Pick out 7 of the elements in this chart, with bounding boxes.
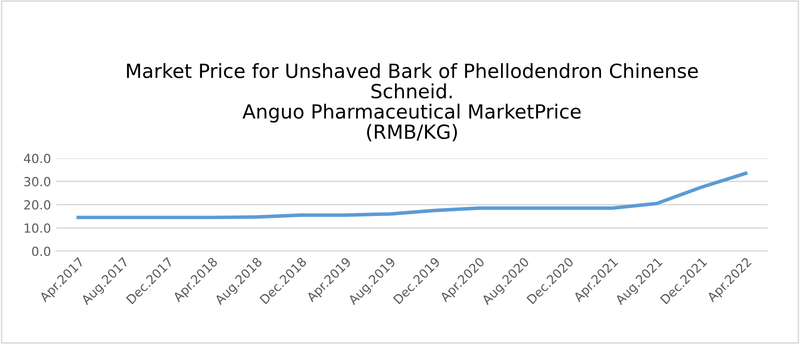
- y-tick-label: 10.0: [24, 223, 50, 233]
- y-tick-label: 0.0: [32, 246, 50, 256]
- line-series: [76, 172, 748, 220]
- y-tick-label: 20.0: [24, 200, 50, 210]
- y-tick-label: 30.0: [24, 176, 50, 186]
- chart-title: Market Price for Unshaved Bark of Phellodendron Chinense Schneid. Anguo Pharmaceutical MarketPrice (RMB/KG): [127, 63, 698, 142]
- y-tick-label: 40.0: [24, 154, 50, 164]
